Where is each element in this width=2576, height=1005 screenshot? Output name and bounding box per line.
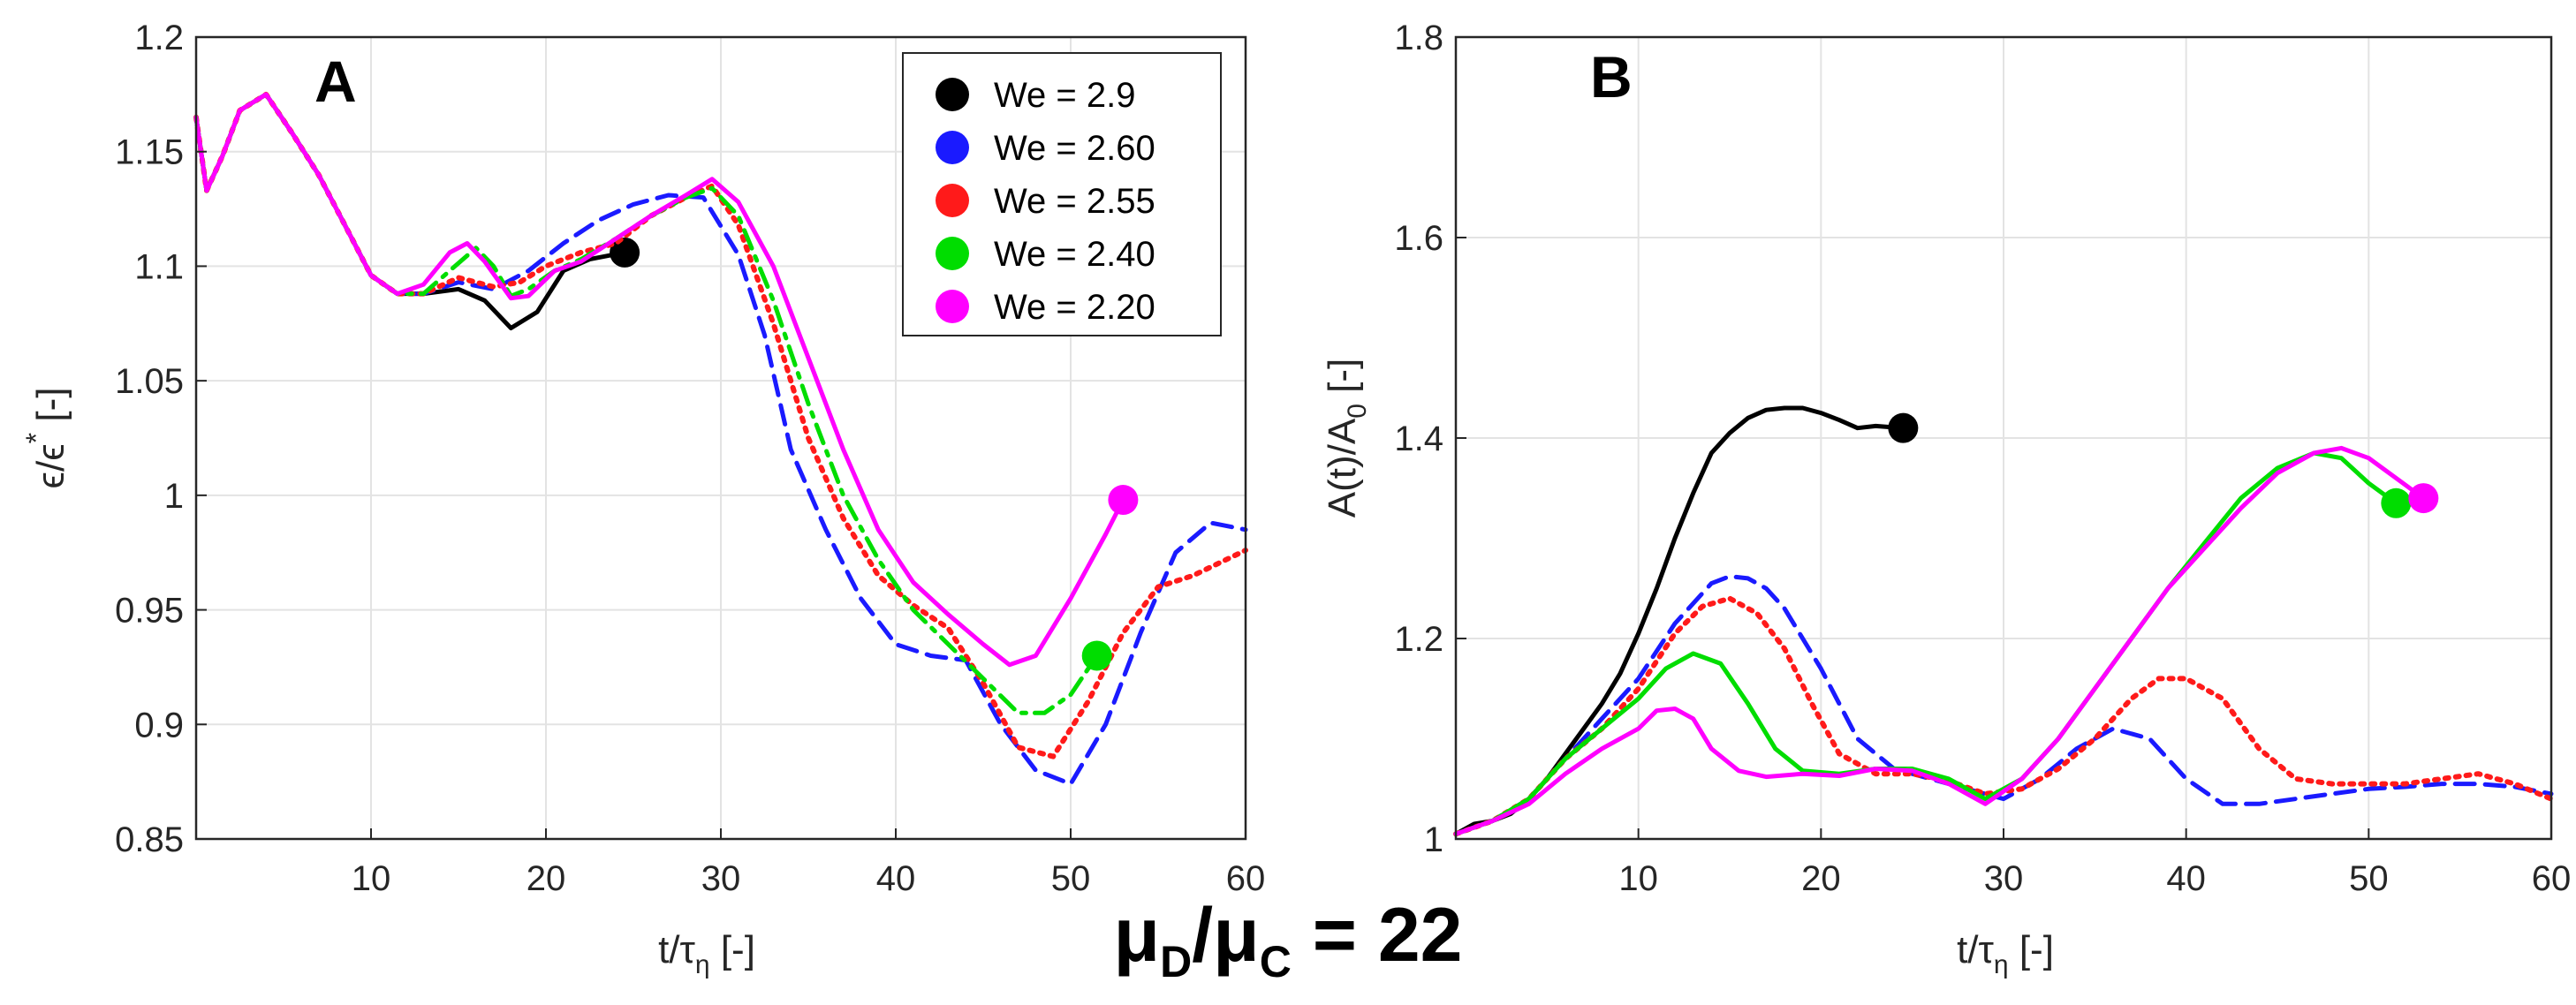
panel-a-ytick-label: 1.2 — [134, 19, 184, 57]
legend-marker-1 — [936, 78, 969, 111]
legend-marker-4 — [936, 237, 969, 270]
panel-a-ytick-label: 0.95 — [115, 592, 184, 631]
panel-b-xtick-label: 30 — [1984, 859, 2024, 898]
panel-a-ytick-label: 0.85 — [115, 820, 184, 859]
legend-marker-5 — [936, 290, 969, 323]
panel-a-xtick-label: 20 — [527, 859, 566, 898]
panel-a-ylabel: ϵ/ϵ* [-] — [20, 388, 72, 489]
panel-b-ytick-label: 1.2 — [1394, 620, 1443, 659]
panel-b-series-5-end-marker — [2408, 483, 2439, 514]
panel-a-xtick-label: 10 — [352, 859, 391, 898]
legend-label-4: We = 2.40 — [994, 235, 1155, 274]
panel-b-ytick-label: 1.8 — [1394, 19, 1443, 57]
panel-a-series-1-end-marker — [610, 237, 640, 268]
panel-b-series-3-line — [1453, 595, 2554, 837]
panel-b-series — [1453, 405, 2554, 837]
legend-marker-2 — [936, 131, 969, 164]
panel-b-xtick-label: 20 — [1801, 859, 1841, 898]
panel-b-xtick-label: 50 — [2349, 859, 2389, 898]
panel-b-ytick-label: 1 — [1424, 820, 1443, 859]
panel-a-ytick-label: 1.15 — [115, 133, 184, 172]
panel-a-xtick-label: 30 — [701, 859, 741, 898]
panel-a-ytick-label: 1 — [164, 477, 184, 516]
legend-marker-3 — [936, 184, 969, 217]
panel-b-xtick-label: 40 — [2166, 859, 2206, 898]
panel-b-ticks: 10 20 30 40 50 60 1 1.2 1.4 1.6 1.8 — [1394, 19, 2571, 898]
legend: We = 2.9 We = 2.60 We = 2.55 We = 2.40 We = … — [902, 52, 1222, 336]
panel-a-xtick-label: 40 — [876, 859, 916, 898]
panel-a-label: A — [314, 49, 357, 114]
panel-a-xtick-label: 60 — [1226, 859, 1266, 898]
panel-b-label: B — [1590, 44, 1633, 110]
panel-b-series-1-end-marker — [1888, 412, 1919, 443]
panel-a-series-4-end-marker — [1081, 640, 1112, 671]
panel-a-ytick-label: 1.05 — [115, 362, 184, 401]
legend-label-3: We = 2.55 — [994, 182, 1155, 221]
panel-b: 10 20 30 40 50 60 1 1.2 1.4 1.6 1.8 B t/τη [-] A(t… — [1321, 19, 2571, 979]
panel-a-series-5-end-marker — [1108, 485, 1139, 516]
legend-label-2: We = 2.60 — [994, 129, 1155, 168]
panel-a-series — [193, 91, 1248, 787]
panel-a-ytick-label: 1.1 — [134, 247, 184, 286]
panel-a-ticks: 10 20 30 40 50 60 0.85 0.9 0.95 1 1.05 1.1 1.15 1.2 — [115, 19, 1265, 898]
panel-b-xtick-label: 60 — [2532, 859, 2572, 898]
panel-a-xlabel: t/τη [-] — [658, 928, 755, 979]
panel-b-xtick-label: 10 — [1618, 859, 1658, 898]
panel-b-xlabel: t/τη [-] — [1957, 928, 2054, 979]
panel-a-series-5-line — [193, 92, 1125, 668]
panel-a-xtick-label: 50 — [1051, 859, 1091, 898]
panel-a-ytick-label: 0.9 — [134, 706, 184, 744]
panel-b-series-4-end-marker — [2381, 487, 2412, 518]
legend-label-1: We = 2.9 — [994, 76, 1135, 115]
panel-b-series-5-line — [1453, 445, 2426, 836]
legend-label-5: We = 2.20 — [994, 288, 1155, 327]
figure-title: μD/μC = 22 — [1113, 893, 1463, 987]
panel-a: 10 20 30 40 50 60 0.85 0.9 0.95 1 1.05 1.1 1.15 1.2 A… — [20, 19, 1265, 979]
panel-b-ytick-label: 1.4 — [1394, 419, 1443, 458]
panel-b-ylabel: A(t)/A0 [-] — [1321, 359, 1372, 518]
panel-b-ytick-label: 1.6 — [1394, 219, 1443, 258]
